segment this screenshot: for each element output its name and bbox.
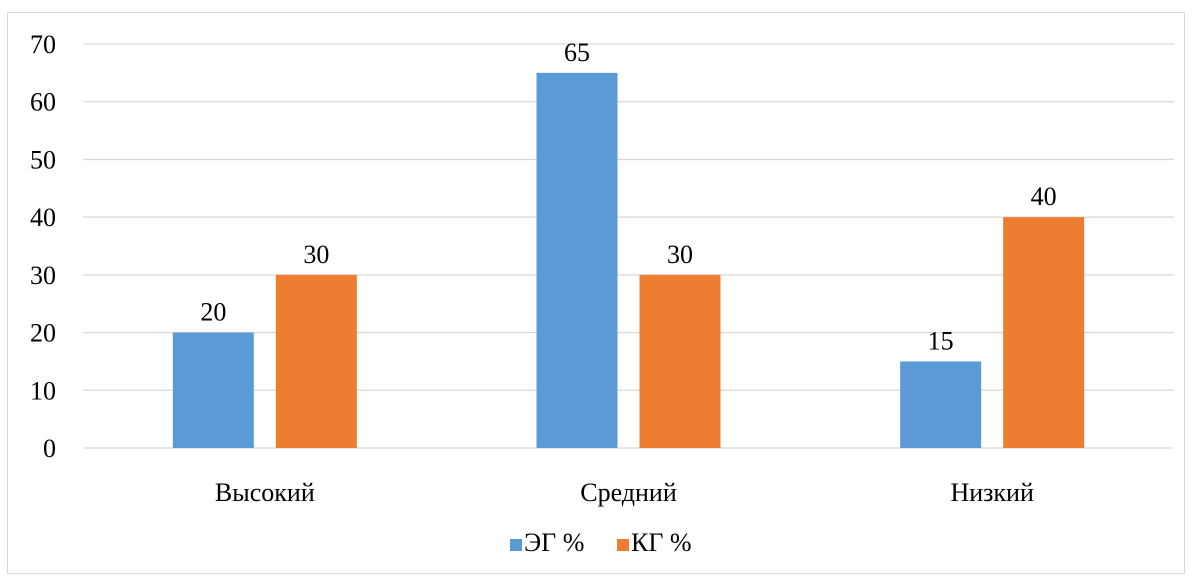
bar-eg-2 — [536, 72, 618, 448]
x-axis-categories: Высокий Средний Низкий — [215, 478, 1034, 507]
data-label: 30 — [667, 240, 693, 269]
data-label: 30 — [303, 240, 329, 269]
legend-label: КГ % — [631, 528, 692, 557]
y-tick-label: 0 — [43, 434, 56, 463]
x-category-label: Низкий — [950, 478, 1034, 507]
bar-kg-3 — [1003, 217, 1085, 448]
bar-eg-3 — [900, 361, 982, 448]
y-tick-label: 20 — [30, 319, 56, 348]
gridlines — [83, 43, 1174, 449]
bars — [172, 72, 1085, 448]
y-tick-label: 60 — [30, 88, 56, 117]
y-tick-label: 70 — [30, 30, 56, 59]
x-category-label: Высокий — [215, 478, 315, 507]
bar-kg-2 — [639, 274, 721, 448]
legend-swatch — [617, 539, 629, 551]
data-labels: 20 30 65 30 15 40 — [200, 38, 1056, 356]
bar-kg-1 — [275, 274, 357, 448]
y-tick-label: 40 — [30, 203, 56, 232]
data-label: 65 — [564, 38, 590, 67]
legend-swatch — [510, 539, 522, 551]
legend: ЭГ % КГ % — [510, 528, 692, 557]
data-label: 20 — [200, 298, 226, 327]
legend-label: ЭГ % — [524, 528, 584, 557]
data-label: 40 — [1031, 182, 1057, 211]
y-tick-label: 50 — [30, 145, 56, 174]
y-tick-label: 30 — [30, 261, 56, 290]
y-tick-label: 10 — [30, 376, 56, 405]
bar-eg-1 — [172, 332, 254, 448]
y-axis-ticks: 0 10 20 30 40 50 60 70 — [30, 30, 56, 463]
x-category-label: Средний — [580, 478, 677, 507]
data-label: 15 — [928, 326, 954, 355]
